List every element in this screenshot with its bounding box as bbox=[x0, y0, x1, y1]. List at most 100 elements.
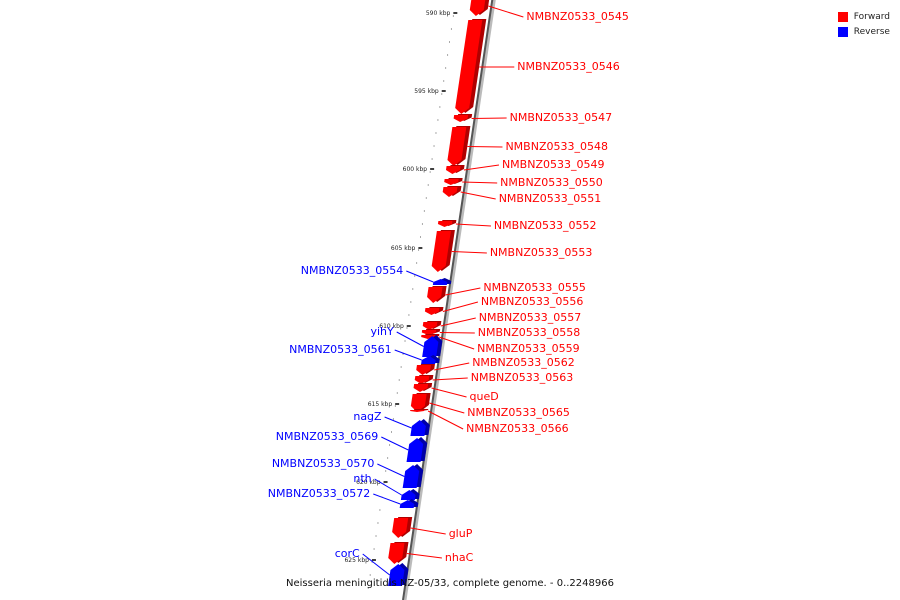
label-leader bbox=[429, 402, 465, 414]
gene-label[interactable]: NMBNZ0533_0548 bbox=[505, 140, 608, 153]
label-leader bbox=[406, 553, 442, 559]
label-leader bbox=[410, 527, 446, 535]
label-leader bbox=[432, 377, 468, 381]
gene-feature[interactable] bbox=[413, 384, 429, 392]
gene-feature[interactable] bbox=[421, 356, 436, 364]
gene-label[interactable]: corC bbox=[335, 547, 360, 560]
label-leader bbox=[445, 287, 481, 296]
gene-features bbox=[388, 0, 490, 586]
gene-feature[interactable] bbox=[421, 335, 436, 339]
label-leader bbox=[440, 317, 476, 327]
label-leader bbox=[381, 436, 409, 451]
gene-feature[interactable] bbox=[447, 127, 467, 166]
gene-feature[interactable] bbox=[406, 438, 424, 462]
genome-caption: Neisseria meningitidis NZ-05/33, complet… bbox=[286, 578, 614, 589]
gene-feature[interactable] bbox=[455, 20, 483, 114]
gene-label[interactable]: NMBNZ0533_0554 bbox=[301, 264, 404, 277]
gene-feature[interactable] bbox=[399, 500, 415, 508]
gene-label[interactable]: NMBNZ0533_0569 bbox=[276, 430, 379, 443]
gene-label[interactable]: yihY bbox=[370, 325, 394, 338]
gene-label[interactable]: NMBNZ0533_0572 bbox=[268, 487, 371, 500]
tick-label: 625 kbp bbox=[344, 557, 369, 564]
label-leader bbox=[455, 223, 491, 227]
strand-legend: Forward Reverse bbox=[837, 9, 890, 39]
gene-label[interactable]: NMBNZ0533_0550 bbox=[500, 176, 603, 189]
legend-reverse: Reverse bbox=[837, 24, 890, 39]
gene-feature[interactable] bbox=[400, 490, 416, 500]
gene-feature[interactable] bbox=[444, 179, 459, 185]
backbone-shadow bbox=[402, 0, 496, 600]
reverse-swatch bbox=[837, 26, 848, 37]
legend-reverse-label: Reverse bbox=[853, 26, 890, 37]
tick-label: 605 kbp bbox=[391, 245, 416, 252]
gene-label[interactable]: NMBNZ0533_0552 bbox=[494, 219, 597, 232]
gene-label[interactable]: NMBNZ0533_0570 bbox=[272, 457, 375, 470]
gene-feature[interactable] bbox=[445, 166, 461, 174]
gene-label[interactable]: NMBNZ0533_0559 bbox=[477, 342, 580, 355]
gene-feature[interactable] bbox=[392, 518, 409, 538]
gene-label[interactable]: NMBNZ0533_0563 bbox=[471, 371, 574, 384]
gene-label[interactable]: NMBNZ0533_0565 bbox=[467, 406, 570, 419]
label-leader bbox=[488, 5, 524, 18]
gene-label[interactable]: NMBNZ0533_0555 bbox=[483, 281, 586, 294]
forward-swatch bbox=[837, 11, 848, 22]
gene-feature[interactable] bbox=[422, 336, 439, 357]
gene-label[interactable]: NMBNZ0533_0562 bbox=[472, 356, 575, 369]
gene-feature[interactable] bbox=[421, 330, 437, 335]
gene-label[interactable]: NMBNZ0533_0547 bbox=[510, 111, 613, 124]
gene-label[interactable]: gluP bbox=[449, 527, 473, 540]
gene-label[interactable]: NMBNZ0533_0549 bbox=[502, 158, 605, 171]
tick-label: 595 kbp bbox=[414, 88, 439, 95]
gene-feature[interactable] bbox=[410, 410, 425, 412]
gene-label[interactable]: NMBNZ0533_0546 bbox=[517, 60, 620, 73]
gene-label[interactable]: NMBNZ0533_0545 bbox=[526, 10, 629, 23]
gene-feature[interactable] bbox=[388, 543, 405, 564]
gene-feature[interactable] bbox=[431, 231, 451, 272]
gene-label[interactable]: NMBNZ0533_0561 bbox=[289, 343, 392, 356]
gene-label[interactable]: NMBNZ0533_0557 bbox=[479, 311, 582, 324]
gene-feature[interactable] bbox=[402, 465, 420, 488]
gene-feature[interactable] bbox=[416, 365, 431, 375]
gene-label[interactable]: NMBNZ0533_0553 bbox=[490, 246, 593, 259]
gene-feature[interactable] bbox=[453, 115, 469, 122]
gene-label[interactable]: nagZ bbox=[353, 410, 382, 423]
gene-feature[interactable] bbox=[410, 394, 427, 412]
legend-forward: Forward bbox=[837, 9, 890, 24]
label-leader bbox=[384, 416, 412, 429]
gene-feature[interactable] bbox=[388, 564, 405, 586]
label-leader bbox=[460, 191, 496, 200]
gene-feature[interactable] bbox=[424, 308, 440, 315]
gene-feature[interactable] bbox=[422, 322, 438, 330]
tick-label: 590 kbp bbox=[426, 10, 451, 17]
gene-label[interactable]: NMBNZ0533_0556 bbox=[481, 295, 584, 308]
gene-feature[interactable] bbox=[432, 279, 448, 285]
gene-feature[interactable] bbox=[469, 0, 486, 16]
gene-label[interactable]: nth bbox=[353, 472, 371, 485]
label-leader bbox=[406, 270, 434, 283]
label-leader bbox=[431, 387, 467, 398]
gene-feature[interactable] bbox=[437, 221, 453, 227]
label-leader bbox=[394, 349, 422, 361]
gene-feature[interactable] bbox=[442, 187, 458, 197]
label-leader bbox=[427, 410, 464, 430]
gene-feature[interactable] bbox=[427, 287, 443, 303]
gene-label[interactable]: NMBNZ0533_0551 bbox=[499, 192, 602, 205]
label-leader bbox=[396, 331, 424, 347]
label-leader bbox=[438, 336, 475, 350]
gene-label[interactable]: queD bbox=[470, 390, 499, 403]
gene-labels: NMBNZ0533_0545 NMBNZ0533_0546 NMBNZ0533_05… bbox=[268, 5, 629, 576]
gene-label[interactable]: NMBNZ0533_0566 bbox=[466, 422, 569, 435]
genome-backbone: 590 kbp 595 kbp 600 kbp 605 kbp 610 kbp 615 k… bbox=[344, 0, 496, 600]
gene-feature[interactable] bbox=[410, 420, 426, 436]
gene-label[interactable]: NMBNZ0533_0558 bbox=[478, 326, 581, 339]
label-leader bbox=[362, 553, 391, 576]
backbone-line bbox=[402, 0, 494, 600]
label-leader bbox=[374, 478, 402, 496]
tick-label: 615 kbp bbox=[368, 401, 393, 408]
gene-label[interactable]: nhaC bbox=[445, 551, 474, 564]
label-leader bbox=[439, 332, 475, 334]
gene-feature[interactable] bbox=[414, 376, 430, 384]
label-leader bbox=[463, 164, 500, 171]
label-leader bbox=[434, 362, 470, 371]
